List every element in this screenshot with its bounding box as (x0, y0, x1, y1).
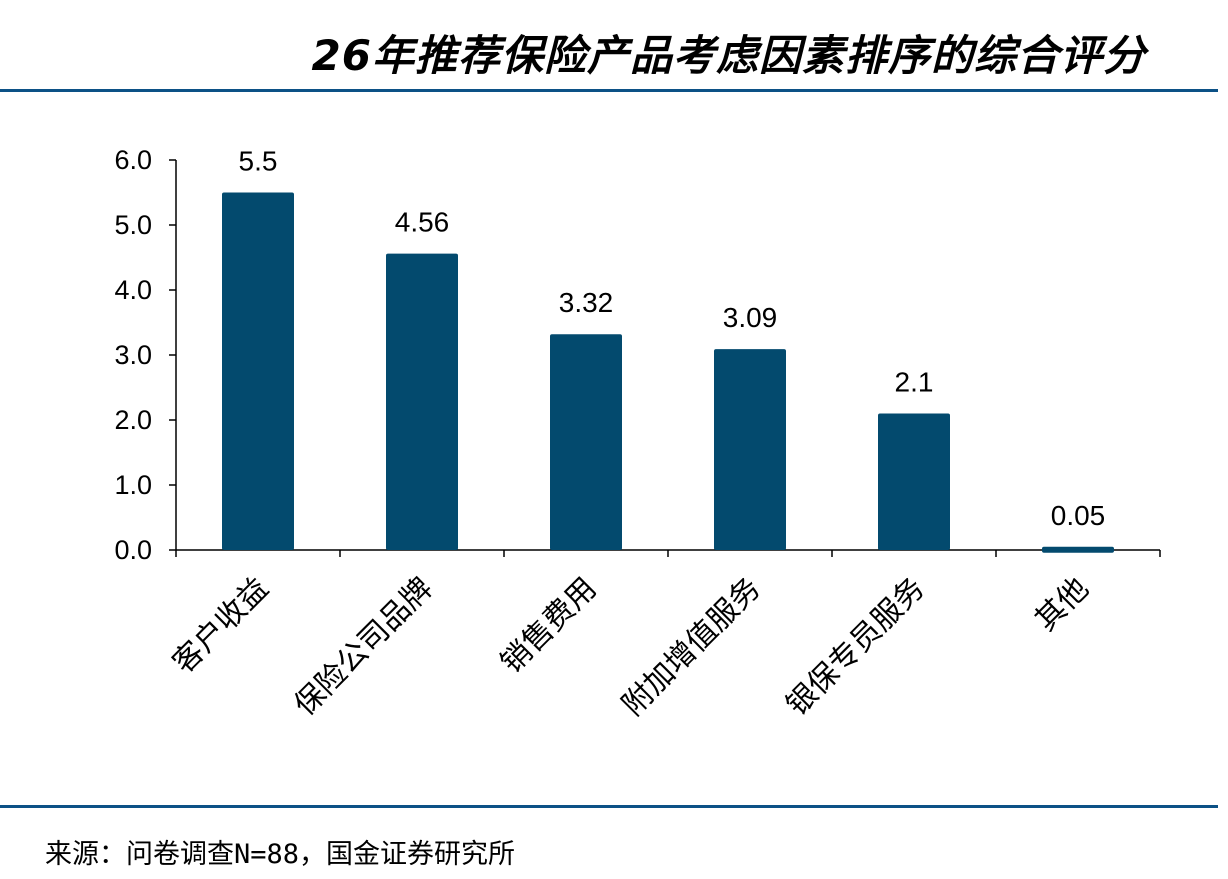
bar-chart: 0.0 1.0 2.0 3.0 4.0 5.0 6.0 5.5 客户收益 4.56 保险公司品牌 3.… (114, 145, 1161, 723)
chart-title: 26年推荐保险产品考虑因素排序的综合评分 (311, 31, 1146, 80)
y-tick-label: 0.0 (114, 535, 152, 565)
y-tick-label: 3.0 (114, 340, 152, 370)
data-label: 4.56 (395, 207, 450, 238)
source-note: 来源：问卷调查N=88，国金证券研究所 (45, 839, 516, 870)
y-tick-label: 6.0 (114, 145, 152, 175)
bar (386, 253, 458, 550)
y-tick-label: 5.0 (114, 210, 152, 240)
bar (1042, 546, 1114, 553)
data-label: 2.1 (895, 367, 934, 398)
x-category-label: 附加增值服务 (616, 571, 768, 723)
x-category-label: 销售费用 (494, 571, 604, 681)
x-category-label: 保险公司品牌 (288, 571, 440, 723)
x-category-label: 客户收益 (166, 571, 276, 681)
x-category-label: 其他 (1028, 571, 1095, 638)
header-rule (0, 89, 1218, 92)
data-label: 3.09 (723, 302, 778, 333)
bar (550, 334, 622, 550)
data-label: 5.5 (239, 146, 278, 177)
y-tick-label: 2.0 (114, 405, 152, 435)
x-category-label: 银保专员服务 (780, 571, 932, 723)
data-label: 3.32 (559, 287, 614, 318)
y-tick-label: 1.0 (114, 470, 152, 500)
footer-rule (0, 805, 1218, 808)
bar (878, 413, 950, 550)
bar (222, 192, 294, 550)
bar (714, 349, 786, 550)
y-tick-label: 4.0 (114, 275, 152, 305)
data-label: 0.05 (1051, 500, 1106, 531)
